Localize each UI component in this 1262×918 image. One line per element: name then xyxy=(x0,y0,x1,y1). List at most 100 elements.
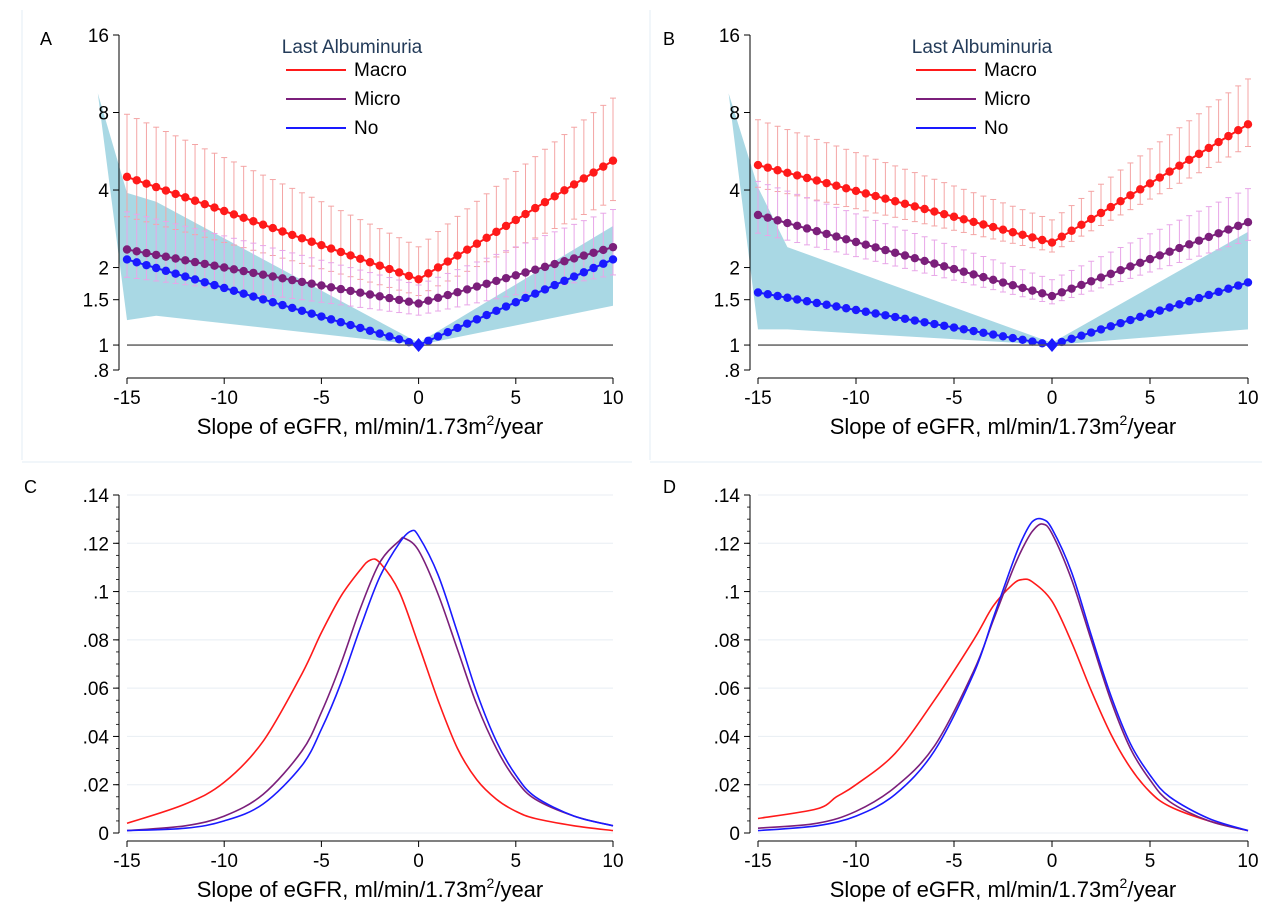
macro-data-point xyxy=(278,227,287,236)
macro-data-point xyxy=(1165,167,1174,176)
plot-area xyxy=(728,78,1253,350)
macro-data-point xyxy=(356,254,365,264)
x-tick-label: 0 xyxy=(413,851,424,872)
macro-data-point xyxy=(492,227,501,237)
legend-label-no: No xyxy=(354,118,378,139)
micro-data-point xyxy=(151,250,161,260)
no-data-point xyxy=(783,293,792,302)
micro-data-point xyxy=(200,259,209,269)
no-data-point xyxy=(753,288,763,297)
macro-data-point xyxy=(1234,126,1243,135)
micro-data-point xyxy=(989,275,998,285)
micro-data-point xyxy=(171,254,180,263)
no-data-point xyxy=(171,269,180,278)
macro-data-point xyxy=(940,209,949,219)
y-tick-label: 4 xyxy=(98,181,109,202)
macro-data-point xyxy=(1243,120,1253,129)
macro-data-point xyxy=(1204,143,1214,153)
no-data-point xyxy=(375,329,384,338)
x-axis-label: Slope of eGFR, ml/min/1.73m2/year xyxy=(830,412,1177,439)
y-tick-label: .12 xyxy=(714,534,740,555)
macro-data-point xyxy=(424,269,433,278)
micro-data-point xyxy=(753,210,763,220)
macro-data-point xyxy=(433,263,443,272)
micro-data-point xyxy=(930,259,939,268)
macro-data-point xyxy=(414,275,423,284)
no-data-point xyxy=(142,260,151,270)
no-data-point xyxy=(1165,303,1174,312)
macro-data-point xyxy=(871,191,880,201)
micro-data-point xyxy=(1243,217,1253,227)
macro-data-point xyxy=(511,215,520,225)
micro-data-point xyxy=(463,285,472,294)
macro-data-point xyxy=(851,186,861,196)
micro-data-point xyxy=(229,265,239,274)
x-tick-label: 5 xyxy=(511,851,522,872)
micro-data-point xyxy=(842,235,851,244)
panel-letter: D xyxy=(663,477,676,497)
panel-c: C 0 .02 .04 .06 .08 .1 .12 .14 -15 -10 -5 0 5 10 Slope … xyxy=(24,477,624,902)
macro-data-point xyxy=(336,247,346,257)
reference-diamond-marker xyxy=(1046,338,1058,353)
micro-data-point xyxy=(1175,243,1184,253)
micro-data-point xyxy=(822,229,831,239)
no-data-point xyxy=(793,295,802,304)
macro-data-point xyxy=(540,198,550,207)
no-data-point xyxy=(1136,312,1145,322)
macro-data-point xyxy=(998,225,1008,234)
legend-label-micro: Micro xyxy=(984,89,1030,110)
macro-data-point xyxy=(891,197,900,206)
micro-density-curve xyxy=(757,523,1249,832)
no-data-point xyxy=(511,298,520,307)
micro-data-point xyxy=(1106,269,1116,279)
micro-data-point xyxy=(365,290,375,299)
micro-data-point xyxy=(959,267,968,276)
micro-data-point xyxy=(501,273,511,283)
y-tick-label: .08 xyxy=(714,631,740,652)
y-tick-label: .06 xyxy=(83,679,109,700)
no-data-point xyxy=(1234,281,1243,290)
y-tick-label: .04 xyxy=(714,727,741,748)
macro-data-point xyxy=(763,163,772,172)
x-tick-label: 10 xyxy=(602,851,623,872)
micro-data-point xyxy=(910,254,919,263)
macro-data-point xyxy=(190,196,200,205)
y-tick-label: 1.5 xyxy=(83,291,109,312)
x-tick-label: 5 xyxy=(1145,851,1156,872)
no-data-point xyxy=(307,309,316,318)
micro-data-point xyxy=(763,213,772,222)
x-axis-label-superscript: 2 xyxy=(1120,875,1128,891)
macro-data-point xyxy=(394,268,404,277)
plot-area xyxy=(757,517,1249,832)
no-data-point xyxy=(258,295,268,304)
x-tick-label: 0 xyxy=(1047,851,1058,872)
macro-data-point xyxy=(949,212,959,221)
no-data-point xyxy=(851,305,861,315)
no-data-point xyxy=(589,263,598,273)
macro-data-point xyxy=(569,180,579,189)
x-axis-label-suffix: /year xyxy=(494,414,543,439)
y-tick-label: 1.5 xyxy=(714,291,740,312)
macro-data-point xyxy=(599,162,608,171)
macro-data-point xyxy=(989,222,998,232)
x-tick-label: -10 xyxy=(842,851,869,872)
micro-data-point xyxy=(220,263,229,272)
y-tick-label: 1 xyxy=(729,336,740,357)
no-data-point xyxy=(1224,284,1233,293)
no-data-point xyxy=(336,318,346,327)
macro-data-point xyxy=(122,172,132,182)
x-axis-label-suffix: /year xyxy=(494,877,543,902)
micro-data-point xyxy=(122,245,132,254)
x-tick-label: 10 xyxy=(1237,851,1258,872)
micro-data-point xyxy=(1018,283,1027,293)
micro-data-point xyxy=(326,283,336,292)
macro-data-point xyxy=(482,233,491,242)
no-data-point xyxy=(268,298,277,307)
x-tick-label: -5 xyxy=(313,851,330,872)
micro-data-point xyxy=(871,243,880,252)
micro-data-point xyxy=(424,296,433,305)
y-tick-label: 4 xyxy=(729,181,740,202)
no-data-point xyxy=(346,320,355,330)
micro-data-point xyxy=(375,292,384,301)
macro-data-point xyxy=(1185,155,1194,164)
